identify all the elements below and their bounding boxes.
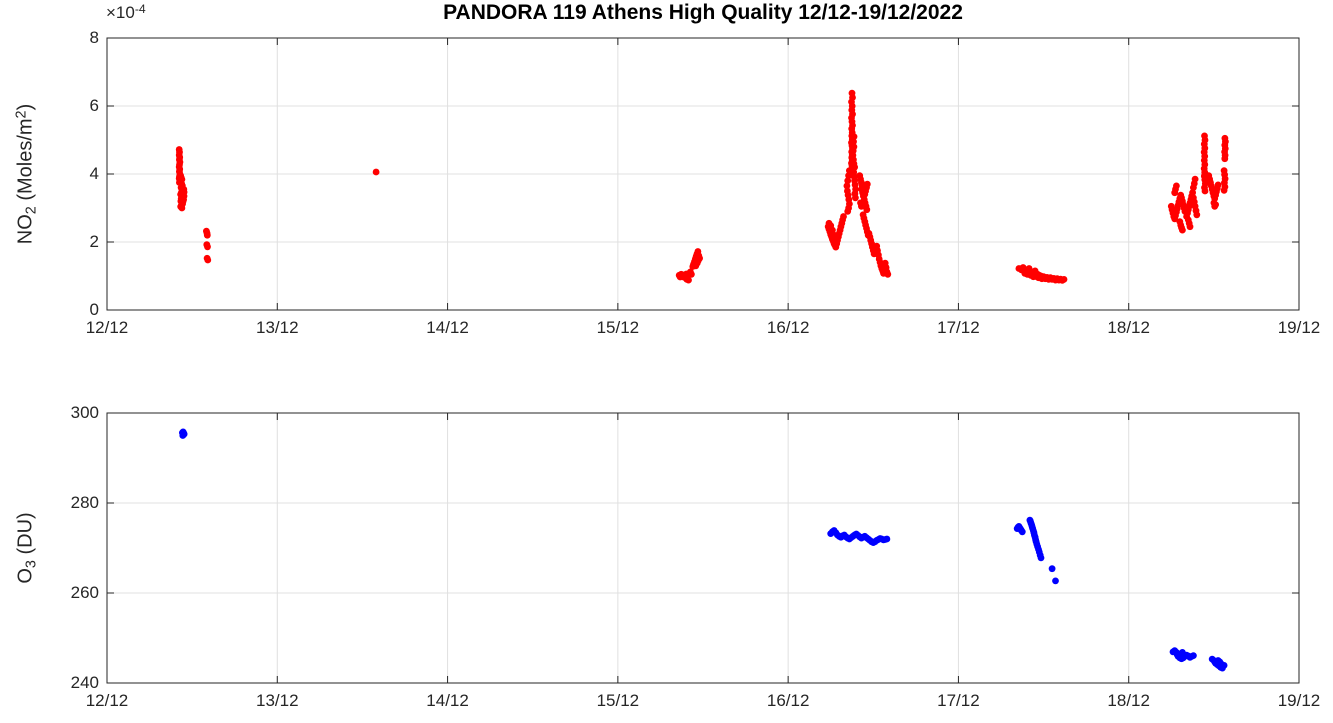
no2-plot — [106, 37, 1300, 311]
no2-data-point — [863, 206, 871, 214]
y-tick-label: 260 — [70, 583, 99, 602]
no2-data-point — [692, 262, 700, 270]
no2-data-point — [852, 194, 859, 202]
no2-data-point — [851, 163, 858, 171]
exponent-power: -4 — [134, 1, 146, 16]
no2-data-point — [203, 231, 211, 239]
x-tick-label: 16/12 — [766, 691, 810, 710]
y-axis-exponent-label: ×10-4 — [106, 1, 146, 23]
x-tick-label: 17/12 — [937, 691, 980, 710]
no2-data-point — [846, 167, 853, 175]
no2-data-point — [204, 243, 211, 251]
x-tick-label: 18/12 — [1107, 691, 1150, 710]
no2-data-point — [1173, 182, 1180, 190]
no2-data-point — [843, 182, 851, 190]
x-tick-label: 15/12 — [596, 318, 640, 337]
no2-data-point — [1220, 186, 1228, 194]
y-tick-label: 0 — [89, 300, 99, 319]
o3-data-point — [1179, 649, 1186, 656]
no2-data-point — [884, 270, 892, 278]
no2-data-point — [832, 235, 840, 243]
no2-data-point — [685, 276, 692, 284]
no2-data-point — [850, 143, 858, 151]
o3-data-point — [1018, 528, 1026, 536]
x-tick-label: 18/12 — [1107, 318, 1150, 337]
y-tick-label: 2 — [89, 232, 99, 251]
no2-data-point — [844, 177, 852, 185]
o3-data-point — [1190, 652, 1197, 659]
x-tick-label: 15/12 — [596, 691, 640, 710]
o3-data-point — [1037, 554, 1045, 562]
no2-data-point — [840, 213, 847, 220]
x-tick-label: 17/12 — [937, 318, 980, 337]
y-tick-label: 8 — [89, 28, 99, 47]
no2-data-point — [1189, 189, 1196, 197]
x-tick-label: 19/12 — [1277, 691, 1321, 710]
x-tick-label: 13/12 — [256, 691, 299, 710]
y-tick-label: 240 — [70, 673, 99, 692]
no2-data-point — [178, 204, 186, 212]
o3-data-point — [180, 430, 188, 438]
no2-data-point — [1191, 175, 1199, 183]
x-tick-label: 19/12 — [1277, 318, 1321, 337]
no2-data-point — [1179, 226, 1186, 234]
no2-data-point — [1212, 201, 1219, 209]
x-tick-label: 12/12 — [85, 318, 129, 337]
no2-data-point — [1186, 223, 1194, 231]
no2-data-point — [857, 199, 864, 207]
chart-title: PANDORA 119 Athens High Quality 12/12-19… — [443, 1, 963, 24]
x-tick-label: 12/12 — [85, 691, 129, 710]
no2-data-point — [1060, 276, 1068, 283]
y-tick-label: 280 — [70, 493, 99, 512]
no2-data-point — [1221, 155, 1229, 163]
no2-data-point — [850, 138, 857, 146]
no2-data-point — [204, 256, 212, 264]
no2-data-point — [1201, 187, 1209, 195]
exponent-base: ×10 — [106, 3, 135, 22]
no2-data-point — [372, 168, 380, 176]
no2-data-point — [844, 208, 852, 215]
no2-data-point — [850, 133, 858, 141]
no2-data-point — [863, 180, 871, 188]
o3-data-point — [1048, 565, 1056, 573]
y-tick-label: 300 — [70, 403, 99, 422]
o3-plot — [106, 412, 1300, 684]
x-tick-label: 16/12 — [766, 318, 810, 337]
x-tick-label: 13/12 — [256, 318, 299, 337]
x-tick-label: 14/12 — [426, 318, 469, 337]
x-tick-label: 14/12 — [426, 691, 469, 710]
no2-data-point — [180, 188, 188, 196]
o3-data-point — [1220, 662, 1228, 669]
o3-data-point — [883, 535, 891, 543]
o3-data-point — [1214, 657, 1222, 664]
y-tick-label: 6 — [89, 96, 99, 115]
o3-data-point — [1052, 577, 1059, 585]
no2-data-point — [845, 172, 852, 180]
y-tick-label: 4 — [89, 164, 99, 183]
no2-data-point — [688, 270, 695, 278]
no2-data-point — [1193, 211, 1201, 219]
no2-data-point — [1214, 181, 1222, 189]
axes-box — [106, 412, 1300, 684]
no2-data-point — [180, 196, 188, 203]
